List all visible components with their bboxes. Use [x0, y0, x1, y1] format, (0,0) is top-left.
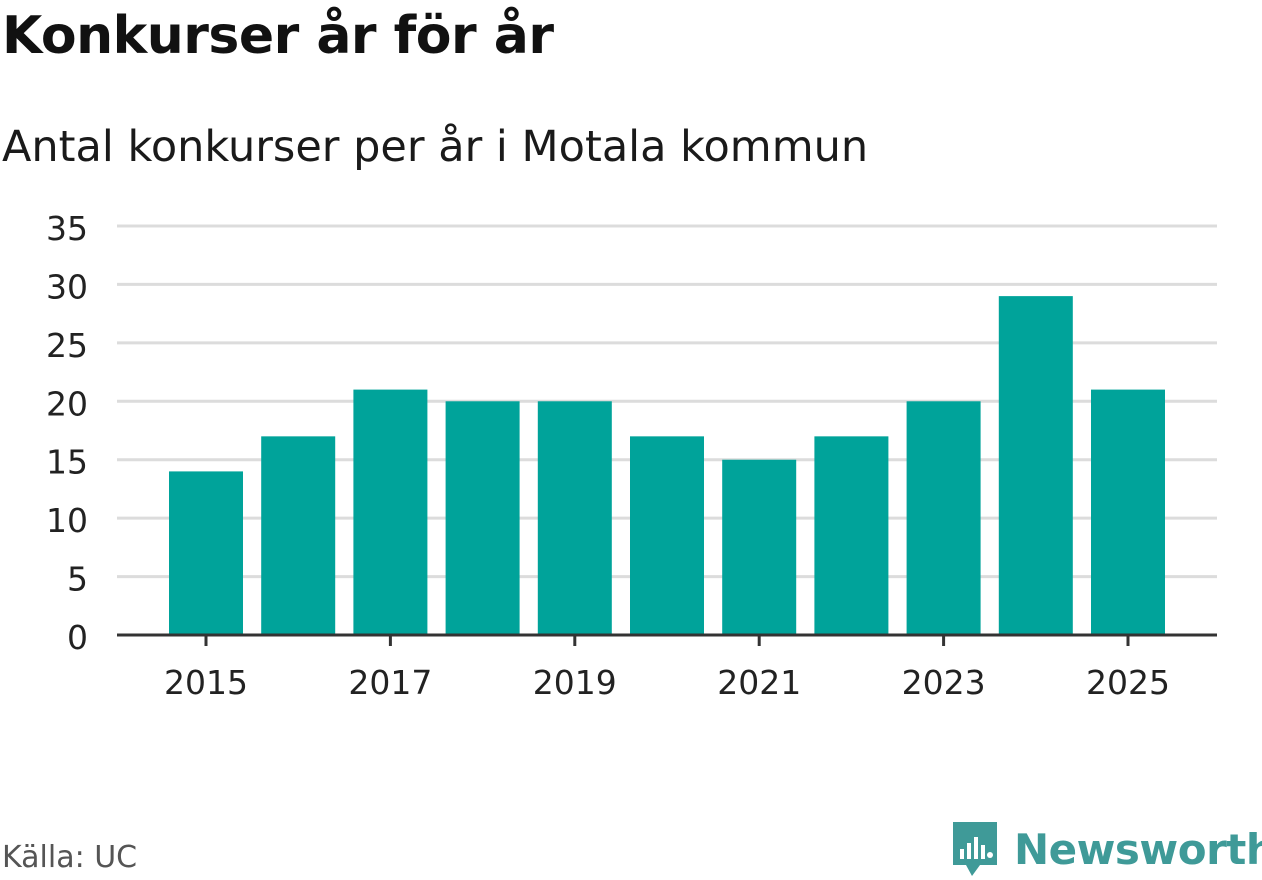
bar — [722, 459, 797, 635]
x-tick-label: 2017 — [348, 663, 432, 702]
chart-title: Konkurser år för år — [2, 6, 554, 66]
y-tick-label: 20 — [46, 384, 88, 423]
bar — [353, 389, 428, 635]
brand-logo: Newsworthy — [950, 818, 1262, 880]
x-tick-label: 2021 — [717, 663, 801, 702]
bar — [630, 436, 704, 635]
x-tick-label: 2019 — [533, 663, 617, 702]
y-tick-label: 10 — [46, 501, 88, 540]
bar — [906, 401, 981, 635]
brand-name: Newsworthy — [1014, 824, 1262, 874]
bar — [1091, 389, 1165, 635]
y-tick-label: 30 — [46, 267, 88, 306]
y-tick-label: 25 — [46, 326, 88, 365]
bar — [169, 471, 243, 635]
source-note: Källa: UC — [2, 840, 138, 875]
chart-subtitle: Antal konkurser per år i Motala kommun — [2, 122, 869, 172]
bar — [814, 436, 889, 635]
newsworthy-logo-icon — [953, 822, 997, 876]
y-tick-label: 35 — [46, 209, 88, 248]
bar — [998, 296, 1073, 635]
bar — [537, 401, 612, 635]
x-tick-label: 2015 — [164, 663, 248, 702]
bar — [261, 436, 336, 635]
x-tick-label: 2023 — [902, 663, 986, 702]
y-tick-label: 5 — [67, 560, 88, 599]
x-tick-label: 2025 — [1086, 663, 1170, 702]
y-tick-label: 15 — [46, 443, 88, 482]
bar — [445, 401, 520, 635]
y-tick-label: 0 — [67, 618, 88, 657]
